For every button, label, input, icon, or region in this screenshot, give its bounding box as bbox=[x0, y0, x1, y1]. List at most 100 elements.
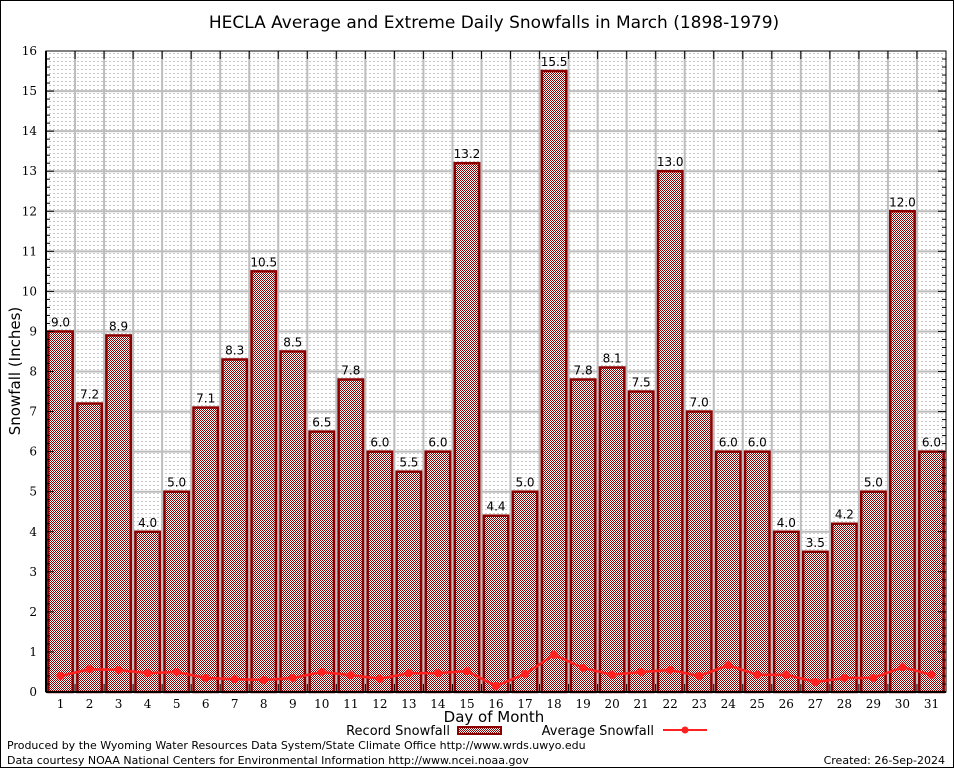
average-point-day-24 bbox=[724, 661, 733, 670]
bar-day-21 bbox=[627, 390, 655, 694]
y-tick-label: 10 bbox=[22, 284, 37, 298]
x-tick-label: 3 bbox=[115, 697, 123, 711]
bar-value-label: 8.1 bbox=[603, 351, 622, 365]
average-point-day-5 bbox=[172, 667, 181, 676]
average-point-day-4 bbox=[143, 669, 152, 678]
bar-day-26 bbox=[772, 530, 800, 694]
bar-day-27 bbox=[801, 550, 829, 694]
bar-day-30 bbox=[889, 210, 916, 694]
y-tick-label: 0 bbox=[29, 685, 37, 699]
average-point-day-27 bbox=[811, 677, 820, 686]
x-tick-label: 15 bbox=[459, 697, 474, 711]
average-point-day-15 bbox=[462, 667, 471, 676]
bar-day-2 bbox=[76, 402, 103, 694]
footer-created: Created: 26-Sep-2024 bbox=[824, 754, 945, 767]
bar-day-7 bbox=[221, 358, 249, 694]
average-point-day-10 bbox=[317, 667, 326, 676]
bar-value-label: 8.3 bbox=[225, 343, 244, 357]
legend-swatch-record bbox=[457, 726, 502, 735]
x-tick-label: 19 bbox=[575, 697, 590, 711]
x-tick-label: 1 bbox=[57, 697, 65, 711]
bar-day-22 bbox=[656, 169, 684, 694]
bar-day-28 bbox=[830, 522, 858, 694]
x-tick-label: 14 bbox=[430, 697, 446, 711]
average-point-day-21 bbox=[637, 667, 646, 676]
x-tick-label: 9 bbox=[289, 697, 297, 711]
y-tick-label: 2 bbox=[29, 605, 37, 619]
bar-value-label: 5.0 bbox=[864, 476, 883, 490]
bar-value-label: 6.0 bbox=[719, 436, 738, 450]
y-tick-label: 5 bbox=[29, 485, 37, 499]
y-tick-label: 9 bbox=[29, 324, 37, 338]
average-point-day-2 bbox=[85, 665, 94, 674]
average-point-day-1 bbox=[56, 671, 65, 680]
x-tick-label: 7 bbox=[231, 697, 239, 711]
bar-day-12 bbox=[366, 450, 394, 694]
bar-day-3 bbox=[105, 334, 133, 694]
x-tick-label: 26 bbox=[779, 697, 794, 711]
bar-value-label: 7.8 bbox=[574, 364, 593, 378]
y-tick-label: 11 bbox=[22, 244, 37, 258]
bar-value-label: 9.0 bbox=[51, 315, 70, 329]
x-tick-label: 13 bbox=[401, 697, 416, 711]
y-tick-label: 8 bbox=[29, 365, 37, 379]
bar-value-label: 6.0 bbox=[748, 436, 767, 450]
bar-value-label: 7.0 bbox=[690, 396, 709, 410]
x-tick-label: 17 bbox=[517, 697, 532, 711]
average-point-day-11 bbox=[346, 671, 355, 680]
bar-day-13 bbox=[395, 470, 423, 694]
legend-label-average: Average Snowfall bbox=[542, 724, 654, 739]
y-tick-label: 7 bbox=[29, 405, 37, 419]
x-tick-label: 23 bbox=[692, 697, 707, 711]
bar-labels: 9.0 7.2 8.9 4.0 5.0 7.1 8.3 10.5 8.5 6.5 7.8 6.0 5.5… bbox=[51, 55, 941, 550]
bar-value-label: 4.2 bbox=[835, 508, 854, 522]
bar-day-6 bbox=[192, 406, 220, 694]
bar-value-label: 13.2 bbox=[454, 147, 481, 161]
bar-day-9 bbox=[279, 350, 307, 694]
footer-data-courtesy: Data courtesy NOAA National Centers for … bbox=[7, 754, 529, 767]
y-tick-label: 3 bbox=[29, 565, 37, 579]
average-point-day-25 bbox=[753, 670, 762, 679]
bar-day-5 bbox=[163, 490, 191, 694]
y-tick-label: 1 bbox=[29, 645, 37, 659]
x-tick-label: 20 bbox=[604, 697, 619, 711]
x-tick-label: 4 bbox=[144, 697, 152, 711]
average-point-day-3 bbox=[114, 665, 123, 674]
x-tick-label: 10 bbox=[314, 697, 329, 711]
bar-value-label: 8.9 bbox=[109, 319, 128, 333]
axes bbox=[45, 50, 947, 693]
x-tick-label: 2 bbox=[86, 697, 94, 711]
bar-day-20 bbox=[598, 366, 626, 694]
bar-day-17 bbox=[511, 490, 539, 694]
x-tick-label: 31 bbox=[924, 697, 939, 711]
y-tick-label: 4 bbox=[29, 525, 37, 539]
average-point-day-26 bbox=[782, 670, 791, 679]
bar-value-label: 7.8 bbox=[341, 364, 360, 378]
average-point-day-17 bbox=[521, 669, 530, 678]
x-tick-label: 5 bbox=[173, 697, 181, 711]
average-point-day-6 bbox=[201, 673, 210, 682]
bar-value-label: 6.0 bbox=[370, 436, 389, 450]
legend-label-record: Record Snowfall bbox=[346, 724, 450, 739]
y-tick-label: 16 bbox=[22, 44, 37, 58]
bar-day-8 bbox=[250, 270, 278, 694]
bar-value-label: 5.0 bbox=[515, 476, 534, 490]
x-tick-label: 12 bbox=[372, 697, 387, 711]
bar-day-14 bbox=[424, 450, 452, 694]
y-tick-label: 13 bbox=[22, 164, 37, 178]
average-point-day-14 bbox=[433, 669, 442, 678]
average-point-day-30 bbox=[898, 663, 907, 672]
x-tick-label: 11 bbox=[343, 697, 358, 711]
x-tick-label: 8 bbox=[260, 697, 268, 711]
average-point-day-29 bbox=[869, 673, 878, 682]
bar-day-16 bbox=[482, 514, 510, 694]
bar-value-label: 13.0 bbox=[657, 155, 684, 169]
y-tick-label: 14 bbox=[22, 124, 38, 138]
x-tick-label: 28 bbox=[837, 697, 852, 711]
bar-value-label: 6.0 bbox=[922, 436, 941, 450]
x-tick-label: 29 bbox=[866, 697, 881, 711]
average-point-day-16 bbox=[492, 681, 500, 690]
